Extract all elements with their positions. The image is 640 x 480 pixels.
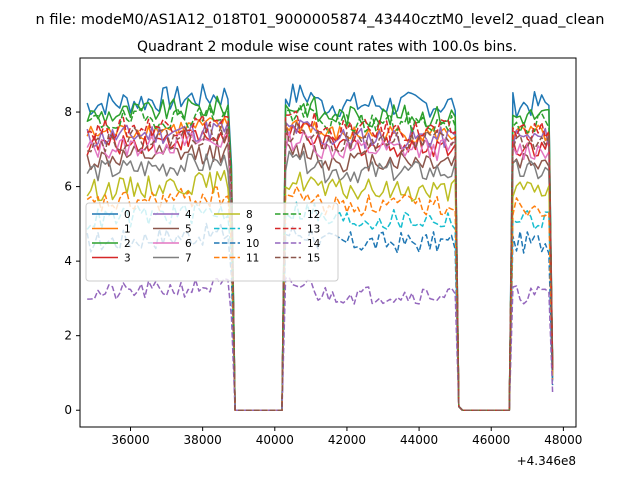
legend-label-1: 1 (124, 224, 131, 236)
x-tick-label: 42000 (328, 433, 366, 447)
legend-label-6: 6 (185, 238, 192, 250)
series-line-0 (86, 83, 554, 411)
series-line-8 (86, 169, 554, 411)
series-line-12 (86, 102, 554, 411)
y-tick-label: 2 (64, 329, 72, 343)
legend-label-3: 3 (124, 253, 131, 265)
series-line-14 (87, 276, 554, 411)
y-tick-label: 0 (64, 403, 72, 417)
x-offset-label: +4.346e8 (517, 454, 576, 468)
x-tick-label: 48000 (544, 433, 582, 447)
y-tick-label: 8 (64, 105, 72, 119)
legend-box (85, 202, 339, 282)
legend-label-15: 15 (307, 253, 320, 265)
legend-label-12: 12 (307, 209, 320, 221)
legend-label-9: 9 (246, 224, 253, 236)
x-axis: 36000 38000 40000 42000 44000 46000 48000 (111, 427, 582, 447)
x-tick-label: 40000 (256, 433, 294, 447)
series-line-6 (86, 128, 554, 411)
x-tick-label: 38000 (184, 433, 222, 447)
legend-label-4: 4 (185, 209, 192, 221)
series-line-13 (87, 110, 554, 411)
chart-suptitle: n file: modeM0/AS1A12_018T01_9000005874_… (36, 12, 605, 28)
chart-title: Quadrant 2 module wise count rates with … (137, 39, 517, 55)
legend-label-14: 14 (307, 238, 321, 250)
x-tick-label: 36000 (111, 433, 149, 447)
series-line-15 (87, 120, 554, 411)
legend-label-8: 8 (246, 209, 253, 221)
y-axis: 0 2 4 6 8 (64, 105, 80, 417)
plot-area-frame (79, 57, 577, 428)
legend-label-5: 5 (185, 224, 192, 236)
legend-label-11: 11 (246, 253, 259, 265)
y-tick-label: 4 (64, 254, 72, 268)
legend-label-10: 10 (246, 238, 259, 250)
legend-label-0: 0 (124, 209, 131, 221)
series-line-7 (86, 150, 554, 411)
x-tick-label: 46000 (472, 433, 510, 447)
legend-label-2: 2 (124, 238, 131, 250)
series-line-11 (86, 185, 554, 411)
legend-label-13: 13 (307, 224, 320, 236)
legend-label-7: 7 (185, 253, 192, 265)
series-line-5 (86, 140, 554, 411)
y-tick-label: 6 (64, 180, 72, 194)
x-tick-label: 44000 (400, 433, 438, 447)
